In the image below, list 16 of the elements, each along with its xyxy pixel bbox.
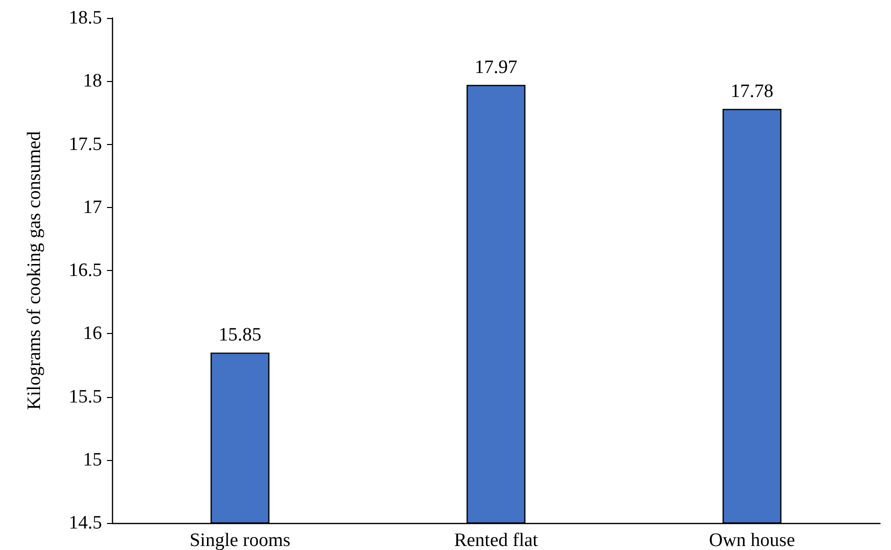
y-tick-label: 17 — [83, 196, 102, 218]
y-tick-label: 15 — [83, 449, 102, 470]
y-axis-title: Kilograms of cooking gas consumed — [24, 130, 45, 410]
y-tick-label: 16 — [83, 323, 102, 344]
y-tick-label: 17.5 — [68, 134, 102, 155]
data-label: 17.97 — [474, 56, 518, 78]
y-tick-label: 14.5 — [68, 512, 102, 534]
data-label: 15.85 — [218, 324, 262, 346]
y-tick-label: 15.5 — [68, 386, 102, 408]
y-tick-label: 18.5 — [68, 8, 102, 28]
x-tick-label: Own house — [708, 530, 796, 550]
x-tick-label: Rented flat — [454, 530, 539, 550]
y-tick-label: 16.5 — [68, 260, 102, 281]
y-tick-label: 18 — [83, 70, 102, 92]
x-tick-label: Single rooms — [190, 530, 290, 550]
data-label: 17.78 — [730, 80, 774, 102]
